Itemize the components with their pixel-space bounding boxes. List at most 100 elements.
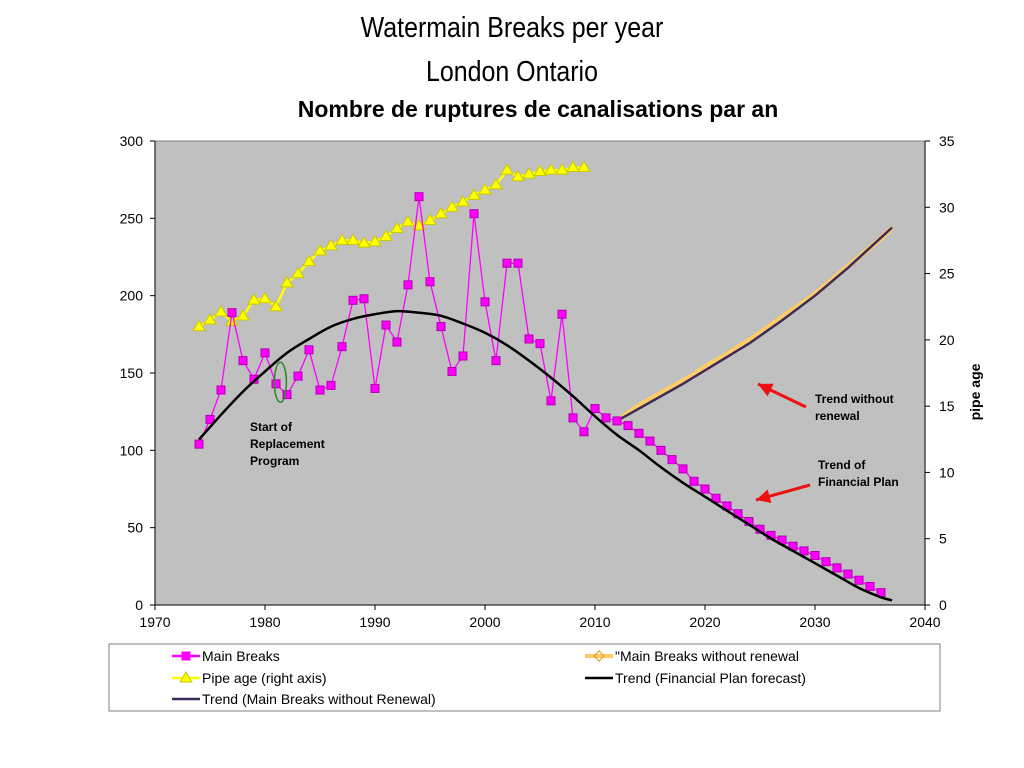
main-breaks-point xyxy=(469,209,479,219)
main-breaks-point xyxy=(271,379,281,389)
pipe-age-point xyxy=(533,164,547,176)
y2-tick-label: 0 xyxy=(939,597,947,613)
main-breaks-point xyxy=(194,439,204,449)
legend-label: "Main Breaks without renewal xyxy=(615,648,799,664)
legend-marker xyxy=(593,650,605,662)
main-breaks-point xyxy=(535,339,545,349)
y2-tick-label: 20 xyxy=(939,332,955,348)
legend-label: Pipe age (right axis) xyxy=(202,670,327,686)
y-tick-label: 0 xyxy=(135,597,143,613)
pipe-age-point xyxy=(335,233,349,245)
annotation-trend-financial-plan: Trend of xyxy=(818,458,866,472)
main-breaks-point xyxy=(436,322,446,332)
x-tick-label: 1980 xyxy=(249,614,280,630)
main-breaks-point xyxy=(601,413,611,423)
x-tick-label: 2000 xyxy=(469,614,500,630)
main-breaks-point xyxy=(579,427,589,437)
main-breaks-point xyxy=(843,569,853,579)
x-tick-label: 1970 xyxy=(139,614,170,630)
legend-box xyxy=(108,643,941,712)
main-breaks-point xyxy=(227,308,237,318)
x-tick-label: 1990 xyxy=(359,614,390,630)
main-breaks-point xyxy=(403,280,413,290)
main-breaks-point xyxy=(645,436,655,446)
main-breaks-point xyxy=(810,551,820,561)
main-breaks-point xyxy=(282,390,292,400)
x-tick-label: 2030 xyxy=(799,614,830,630)
main-breaks-point xyxy=(513,258,523,268)
y2-tick-label: 5 xyxy=(939,531,947,547)
main-breaks-point xyxy=(238,356,248,366)
pipe-age-point xyxy=(555,163,569,175)
main-breaks-point xyxy=(700,484,710,494)
pipe-age-point xyxy=(302,254,316,267)
pipe-age-point xyxy=(225,314,239,326)
annotation-trend-financial-plan: Financial Plan xyxy=(818,475,899,489)
x-tick-label: 2040 xyxy=(909,614,940,630)
legend-label: Main Breaks xyxy=(202,648,280,664)
pipe-age-point xyxy=(258,291,272,304)
main-breaks-point xyxy=(634,428,644,438)
pipe-age-point xyxy=(280,275,294,288)
main-breaks-point xyxy=(524,334,534,344)
main-breaks-point xyxy=(821,557,831,567)
main-breaks-point xyxy=(854,575,864,585)
main-breaks-point xyxy=(502,258,512,268)
pipe-age-point xyxy=(401,214,415,227)
main-breaks-point xyxy=(590,404,600,414)
pipe-age-point xyxy=(357,236,371,248)
pipe-age-point xyxy=(203,312,217,325)
main-breaks-point xyxy=(205,414,215,424)
main-breaks-point xyxy=(612,416,622,426)
annotation-replacement-program: Program xyxy=(250,454,299,468)
y2-tick-label: 30 xyxy=(939,199,955,215)
pipe-age-point xyxy=(379,229,393,241)
pipe-age-point xyxy=(566,160,580,173)
trend-no-renewal-line xyxy=(616,226,893,422)
main-breaks-point xyxy=(304,345,314,355)
main-breaks-point xyxy=(678,464,688,474)
main-breaks-point xyxy=(216,385,226,395)
pipe-age-point xyxy=(456,195,470,207)
main-breaks-point xyxy=(557,309,567,319)
legend-marker xyxy=(181,651,191,661)
pipe-age-point xyxy=(324,238,338,251)
main-breaks-point xyxy=(447,366,457,376)
pipe-age-point xyxy=(434,206,448,219)
y-tick-label: 300 xyxy=(120,133,144,149)
main-breaks-point xyxy=(392,337,402,347)
main-breaks-point xyxy=(337,342,347,352)
main-breaks-point xyxy=(260,348,270,358)
chart-subtitle-french: Nombre de ruptures de canalisations par … xyxy=(297,96,779,122)
pipe-age-point xyxy=(390,221,404,233)
chart-title: Watermain Breaks per year xyxy=(360,12,664,44)
main-breaks-point xyxy=(293,371,303,381)
x-tick-label: 2020 xyxy=(689,614,720,630)
main-breaks-point xyxy=(491,356,501,366)
pipe-age-point xyxy=(445,200,459,212)
annotation-trend-without-renewal: renewal xyxy=(815,409,860,423)
main-breaks-point xyxy=(689,476,699,486)
main-breaks-point xyxy=(326,380,336,390)
pipe-age-point xyxy=(577,160,591,173)
pipe-age-point xyxy=(214,305,228,317)
y2-axis-label: pipe age xyxy=(967,363,983,420)
annotation-replacement-program: Start of xyxy=(250,420,293,434)
main-breaks-point xyxy=(348,295,358,305)
y2-tick-label: 25 xyxy=(939,266,955,282)
y2-tick-label: 10 xyxy=(939,464,955,480)
legend-label: Trend (Financial Plan forecast) xyxy=(615,670,806,686)
main-breaks-point xyxy=(425,277,435,287)
pipe-age-point xyxy=(489,177,503,190)
arrow-trend-financial-plan-head xyxy=(756,489,772,503)
pipe-age-point xyxy=(192,319,206,332)
replacement-start-ellipse xyxy=(273,361,288,404)
pipe-age-point xyxy=(500,163,514,175)
annotation-replacement-program: Replacement xyxy=(250,437,325,451)
x-tick-label: 2010 xyxy=(579,614,610,630)
main-breaks-point xyxy=(370,383,380,393)
pipe-age-point xyxy=(467,188,481,200)
pipe-age-point xyxy=(291,266,305,279)
main-breaks-point xyxy=(568,413,578,423)
